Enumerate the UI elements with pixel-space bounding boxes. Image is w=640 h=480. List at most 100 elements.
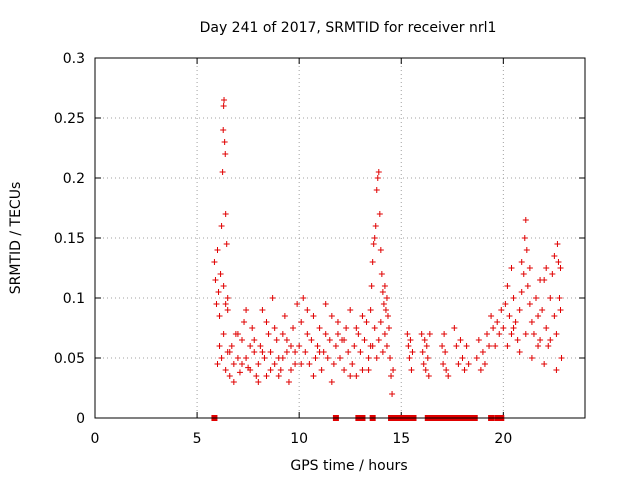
data-point bbox=[281, 313, 288, 319]
data-point bbox=[441, 331, 448, 337]
data-point bbox=[543, 265, 550, 271]
y-tick-label: 0.25 bbox=[54, 111, 85, 127]
data-point bbox=[239, 337, 245, 343]
data-point bbox=[558, 355, 565, 361]
data-point bbox=[341, 367, 348, 373]
data-point bbox=[234, 331, 241, 337]
x-tick-label: 15 bbox=[392, 431, 410, 447]
data-point bbox=[457, 337, 464, 343]
data-point bbox=[516, 307, 523, 313]
data-points bbox=[211, 97, 565, 397]
data-point bbox=[357, 349, 364, 355]
data-point bbox=[314, 343, 321, 349]
data-point bbox=[382, 307, 389, 313]
data-point bbox=[351, 343, 358, 349]
data-point bbox=[239, 361, 245, 367]
data-point bbox=[363, 319, 370, 325]
data-point bbox=[294, 301, 301, 307]
y-tick-label: 0.05 bbox=[54, 351, 85, 367]
data-point bbox=[479, 349, 486, 355]
data-point bbox=[377, 247, 384, 253]
data-point bbox=[226, 373, 233, 379]
data-point bbox=[463, 343, 470, 349]
data-point bbox=[372, 223, 379, 229]
data-point bbox=[522, 331, 529, 337]
data-point bbox=[455, 361, 462, 367]
data-point bbox=[387, 355, 394, 361]
x-tick-label: 0 bbox=[91, 431, 100, 447]
data-point bbox=[504, 283, 511, 289]
data-point bbox=[556, 295, 563, 301]
data-point bbox=[373, 187, 380, 193]
data-point bbox=[269, 295, 276, 301]
data-point bbox=[214, 247, 221, 253]
data-point bbox=[353, 373, 360, 379]
data-point bbox=[310, 313, 317, 319]
data-point bbox=[553, 331, 560, 337]
data-point bbox=[353, 325, 360, 331]
data-point bbox=[381, 331, 388, 337]
data-point bbox=[488, 313, 495, 319]
data-point bbox=[425, 373, 432, 379]
data-point bbox=[296, 343, 303, 349]
y-tick-label: 0.1 bbox=[63, 291, 85, 307]
data-point bbox=[379, 349, 386, 355]
data-point bbox=[386, 325, 392, 331]
data-point bbox=[516, 349, 523, 355]
data-point bbox=[494, 319, 501, 325]
data-point bbox=[318, 367, 325, 373]
data-point bbox=[423, 343, 430, 349]
data-point bbox=[547, 337, 554, 343]
data-point bbox=[316, 349, 323, 355]
data-point bbox=[310, 373, 317, 379]
data-point bbox=[408, 367, 415, 373]
data-point bbox=[518, 259, 525, 265]
data-point bbox=[379, 289, 386, 295]
data-point bbox=[521, 235, 528, 241]
data-point bbox=[376, 211, 383, 217]
data-point bbox=[279, 331, 286, 337]
data-point bbox=[547, 295, 554, 301]
data-point bbox=[475, 337, 482, 343]
data-point bbox=[549, 271, 556, 277]
data-point bbox=[255, 361, 262, 367]
data-point bbox=[473, 355, 480, 361]
data-point bbox=[328, 313, 335, 319]
data-point bbox=[420, 361, 427, 367]
data-point bbox=[522, 217, 529, 223]
data-point bbox=[285, 379, 292, 385]
data-point bbox=[267, 349, 274, 355]
y-tick-label: 0 bbox=[76, 411, 85, 427]
data-point bbox=[222, 211, 229, 217]
data-point bbox=[279, 355, 286, 361]
data-point bbox=[222, 301, 229, 307]
data-point bbox=[334, 331, 341, 337]
data-point bbox=[257, 343, 264, 349]
data-point bbox=[292, 349, 299, 355]
data-point bbox=[220, 127, 227, 133]
data-point bbox=[498, 307, 505, 313]
data-point bbox=[506, 313, 513, 319]
data-point bbox=[528, 319, 535, 325]
data-point bbox=[222, 151, 229, 157]
data-point bbox=[484, 331, 490, 337]
grid-lines bbox=[95, 58, 585, 418]
data-point bbox=[365, 367, 372, 373]
data-point bbox=[526, 301, 533, 307]
data-point bbox=[421, 337, 428, 343]
data-point bbox=[263, 373, 270, 379]
data-point bbox=[330, 361, 337, 367]
data-point bbox=[418, 331, 425, 337]
data-point bbox=[375, 169, 382, 175]
data-point bbox=[390, 367, 397, 373]
data-point bbox=[213, 301, 220, 307]
data-point bbox=[292, 361, 299, 367]
data-point bbox=[374, 175, 381, 181]
data-point bbox=[461, 367, 468, 373]
data-point bbox=[442, 349, 449, 355]
data-point bbox=[557, 265, 564, 271]
data-point bbox=[500, 325, 507, 331]
data-point bbox=[215, 289, 222, 295]
data-point bbox=[326, 337, 333, 343]
data-point bbox=[298, 319, 305, 325]
